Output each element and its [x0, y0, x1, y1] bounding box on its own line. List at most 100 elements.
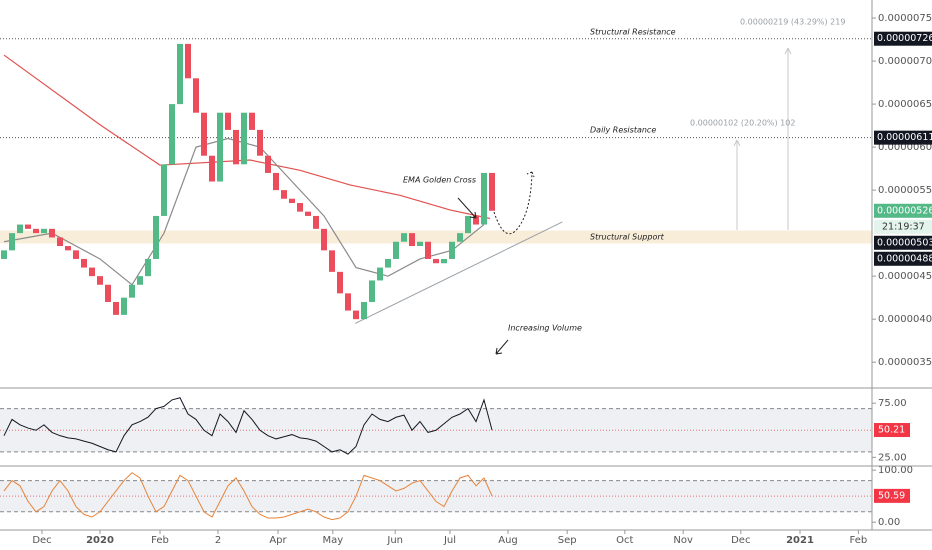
candle [9, 233, 15, 251]
candle [41, 228, 47, 234]
level-label: 0.00000726 [877, 33, 932, 44]
y-tick-label: 100.00 [878, 465, 913, 476]
x-tick-label: Jun [386, 535, 403, 546]
candle [457, 233, 463, 242]
candle [273, 172, 279, 191]
candle [449, 241, 455, 259]
candle [489, 172, 495, 211]
last-value-box [874, 423, 910, 438]
candle [249, 112, 255, 130]
level-label: 0.00000488 [877, 253, 932, 264]
candle [137, 276, 143, 285]
level-box [874, 130, 932, 145]
annotation: EMA Golden Cross [403, 176, 476, 185]
candle [337, 271, 343, 294]
candle [353, 310, 359, 320]
candle [65, 246, 71, 251]
candle [129, 284, 135, 298]
candle [345, 293, 351, 311]
x-tick-label: 2020 [86, 535, 114, 546]
candle [465, 215, 471, 234]
candle [73, 250, 79, 259]
rsi-line [3, 397, 493, 455]
x-tick-label: 2 [215, 535, 221, 546]
level-box [874, 235, 932, 250]
last-value-label: 50.59 [878, 490, 905, 501]
x-tick-label: May [322, 535, 343, 546]
candle [409, 233, 415, 247]
last-value-box [874, 488, 910, 503]
arrow [784, 47, 792, 230]
level-label: 0.00000611 [877, 132, 932, 143]
candle [17, 224, 23, 234]
candle [217, 112, 223, 182]
measure-label: 0.00000102 (20.20%) 102 [690, 119, 795, 128]
candle [393, 241, 399, 259]
candle [265, 155, 271, 173]
candle [257, 129, 263, 156]
x-tick-label: Aug [498, 535, 518, 546]
last-value-label: 50.21 [878, 425, 905, 436]
trendline [354, 221, 563, 324]
candle [201, 112, 207, 156]
candle [321, 228, 327, 251]
candle [169, 104, 175, 165]
annotation: Structural Support [590, 233, 665, 242]
projection-path [493, 171, 535, 235]
y-tick-label: 25.00 [878, 452, 907, 463]
arrow [733, 139, 741, 230]
annotation: Daily Resistance [590, 126, 656, 135]
candle [185, 43, 191, 79]
candle [417, 241, 423, 247]
candle [105, 284, 111, 302]
candle [361, 301, 367, 320]
candle [377, 267, 383, 281]
countdown-box [874, 219, 932, 234]
candle [121, 297, 127, 315]
candle [1, 250, 7, 259]
candle [97, 276, 103, 285]
candle [281, 190, 287, 199]
y-tick-label: 75.00 [878, 398, 907, 409]
candle [385, 258, 391, 268]
candle [401, 233, 407, 242]
candle [113, 301, 119, 315]
candle [193, 78, 199, 113]
x-tick-label: Feb [151, 535, 169, 546]
x-tick-label: Feb [850, 535, 868, 546]
x-tick-label: Apr [269, 535, 287, 546]
candle [441, 258, 447, 264]
y-tick-label: 0.00 [878, 517, 900, 528]
candle [33, 228, 39, 234]
annotation-arrows [457, 197, 509, 355]
annotation: Increasing Volume [508, 324, 582, 333]
candle [81, 258, 87, 268]
level-box [874, 203, 932, 218]
x-tick-label: Nov [673, 535, 693, 546]
candle [329, 250, 335, 272]
candle [305, 211, 311, 216]
x-tick-label: Dec [32, 535, 51, 546]
x-tick-label: Dec [731, 535, 750, 546]
candle [289, 198, 295, 204]
candle [233, 129, 239, 165]
stoch-line [3, 472, 493, 521]
candle [297, 203, 303, 212]
support-band [0, 230, 872, 244]
candle [369, 280, 375, 302]
countdown: 21:19:37 [882, 221, 925, 232]
annotation: Structural Resistance [590, 28, 676, 37]
x-tick-label: 2021 [786, 535, 814, 546]
candle [241, 112, 247, 165]
candle [161, 164, 167, 216]
moving-average [3, 54, 491, 220]
candle [225, 112, 231, 130]
